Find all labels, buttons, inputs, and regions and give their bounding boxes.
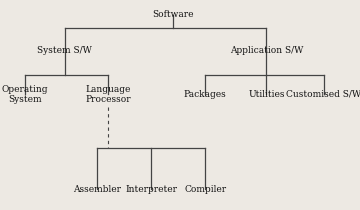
Text: Software: Software [152,10,194,19]
Text: Customised S/W: Customised S/W [287,90,360,99]
Text: Assembler: Assembler [73,185,121,193]
Text: Interpreter: Interpreter [125,185,177,193]
Text: System S/W: System S/W [37,46,92,55]
Text: Language
Processor: Language Processor [85,85,131,104]
Text: Compiler: Compiler [184,185,226,193]
Text: Utilities: Utilities [248,90,285,99]
Text: Packages: Packages [184,90,226,99]
Text: Operating
System: Operating System [2,85,49,104]
Text: Application S/W: Application S/W [230,46,303,55]
